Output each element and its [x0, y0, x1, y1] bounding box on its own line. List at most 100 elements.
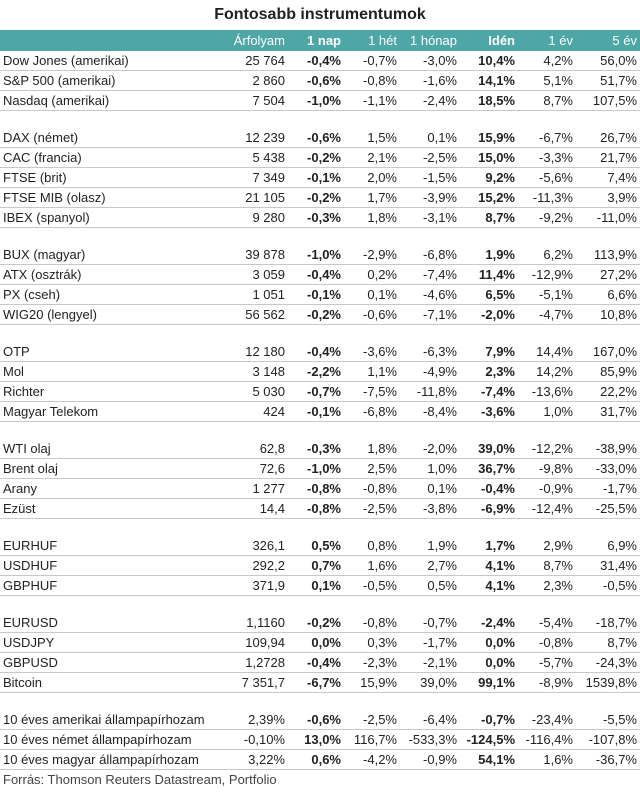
spacer-cell: [518, 693, 576, 711]
value-cell: -0,4%: [288, 264, 344, 285]
spacer-cell: [400, 422, 460, 440]
spacer-cell: [344, 519, 400, 537]
instrument-name: OTP: [0, 342, 222, 362]
spacer-cell: [518, 519, 576, 537]
value-cell: 2 860: [222, 70, 288, 91]
value-cell: -8,9%: [518, 672, 576, 693]
spacer-cell: [288, 325, 344, 343]
spacer-cell: [400, 228, 460, 246]
spacer-cell: [576, 111, 640, 129]
value-cell: 1,7%: [344, 187, 400, 208]
value-cell: 12 239: [222, 128, 288, 148]
value-cell: 5 030: [222, 381, 288, 402]
table-row: USDJPY 109,94 0,0% 0,3% -1,7% 0,0% -0,8% 8,7%: [0, 632, 640, 653]
value-cell: 15,2%: [460, 187, 518, 208]
value-cell: 1,5%: [344, 128, 400, 148]
value-cell: -5,1%: [518, 284, 576, 305]
value-cell: 2,7%: [400, 555, 460, 576]
value-cell: -4,9%: [400, 361, 460, 382]
value-cell: 0,0%: [460, 632, 518, 653]
spacer-cell: [576, 519, 640, 537]
value-cell: -0,3%: [288, 207, 344, 228]
value-cell: -25,5%: [576, 498, 640, 519]
table-row: DAX (német) 12 239 -0,6% 1,5% 0,1% 15,9% -6,7%…: [0, 128, 640, 148]
day-header: 1 nap: [288, 30, 344, 51]
value-cell: -0,7%: [460, 710, 518, 730]
value-cell: 4,2%: [518, 51, 576, 71]
instrument-name: BUX (magyar): [0, 245, 222, 265]
value-cell: -2,2%: [288, 361, 344, 382]
spacer-cell: [400, 519, 460, 537]
spacer-cell: [460, 693, 518, 711]
spacer-cell: [0, 693, 222, 711]
value-cell: -0,9%: [400, 749, 460, 770]
week-header: 1 hét: [344, 30, 400, 51]
value-cell: -2,1%: [400, 652, 460, 673]
spacer-cell: [222, 519, 288, 537]
instrument-name: GBPUSD: [0, 652, 222, 673]
value-cell: 2,39%: [222, 710, 288, 730]
value-cell: -1,0%: [288, 90, 344, 111]
spacer-cell: [518, 228, 576, 246]
value-cell: 6,2%: [518, 245, 576, 265]
value-cell: -0,4%: [460, 478, 518, 499]
value-cell: -6,4%: [400, 710, 460, 730]
value-cell: -107,8%: [576, 729, 640, 750]
value-cell: 7 351,7: [222, 672, 288, 693]
value-cell: -0,4%: [288, 51, 344, 71]
value-cell: -0,8%: [288, 498, 344, 519]
group-spacer: [0, 519, 640, 537]
table-row: OTP 12 180 -0,4% -3,6% -6,3% 7,9% 14,4% 167,0%: [0, 342, 640, 362]
spacer-cell: [0, 325, 222, 343]
value-cell: 7,9%: [460, 342, 518, 362]
value-cell: -0,9%: [518, 478, 576, 499]
table-row: GBPHUF 371,9 0,1% -0,5% 0,5% 4,1% 2,3% -0,5%: [0, 575, 640, 596]
instrument-name: USDJPY: [0, 632, 222, 653]
value-cell: -6,9%: [460, 498, 518, 519]
value-cell: -2,4%: [460, 613, 518, 633]
value-cell: -533,3%: [400, 729, 460, 750]
instrument-name: PX (cseh): [0, 284, 222, 305]
value-cell: 0,1%: [288, 575, 344, 596]
value-cell: 0,1%: [344, 284, 400, 305]
table-row: Arany 1 277 -0,8% -0,8% 0,1% -0,4% -0,9% -1,7%: [0, 478, 640, 499]
table-row: FTSE MIB (olasz) 21 105 -0,2% 1,7% -3,9% 15,2…: [0, 187, 640, 208]
spacer-cell: [460, 519, 518, 537]
spacer-cell: [0, 422, 222, 440]
spacer-cell: [576, 693, 640, 711]
value-cell: 109,94: [222, 632, 288, 653]
value-cell: 1 277: [222, 478, 288, 499]
table-row: WIG20 (lengyel) 56 562 -0,2% -0,6% -7,1% -2,0…: [0, 304, 640, 325]
value-cell: 371,9: [222, 575, 288, 596]
value-cell: 1,1%: [344, 361, 400, 382]
table-row: Nasdaq (amerikai) 7 504 -1,0% -1,1% -2,4% 18,…: [0, 90, 640, 111]
value-cell: -0,1%: [288, 401, 344, 422]
instrument-name: Magyar Telekom: [0, 401, 222, 422]
spacer-cell: [288, 596, 344, 614]
table-row: ATX (osztrák) 3 059 -0,4% 0,2% -7,4% 11,4% -12…: [0, 264, 640, 285]
instrument-name: 10 éves magyar állampapírhozam: [0, 749, 222, 770]
value-cell: 424: [222, 401, 288, 422]
instrument-name: 10 éves amerikai állampapírhozam: [0, 710, 222, 730]
value-cell: 1,6%: [344, 555, 400, 576]
value-cell: 10,4%: [460, 51, 518, 71]
value-cell: 15,9%: [344, 672, 400, 693]
instrument-name: Bitcoin: [0, 672, 222, 693]
value-cell: 0,7%: [288, 555, 344, 576]
value-cell: 2,1%: [344, 147, 400, 168]
value-cell: -4,2%: [344, 749, 400, 770]
spacer-cell: [288, 111, 344, 129]
value-cell: 4,1%: [460, 575, 518, 596]
instrument-name: EURHUF: [0, 536, 222, 556]
ytd-header: Idén: [460, 30, 518, 51]
value-cell: 1,8%: [344, 207, 400, 228]
table-row: Dow Jones (amerikai) 25 764 -0,4% -0,7% -3,0…: [0, 51, 640, 71]
group-spacer: [0, 422, 640, 440]
spacer-cell: [576, 325, 640, 343]
value-cell: 13,0%: [288, 729, 344, 750]
spacer-cell: [576, 228, 640, 246]
value-cell: -0,8%: [344, 613, 400, 633]
value-cell: 56,0%: [576, 51, 640, 71]
value-cell: 5,1%: [518, 70, 576, 91]
instrument-name: Ezüst: [0, 498, 222, 519]
